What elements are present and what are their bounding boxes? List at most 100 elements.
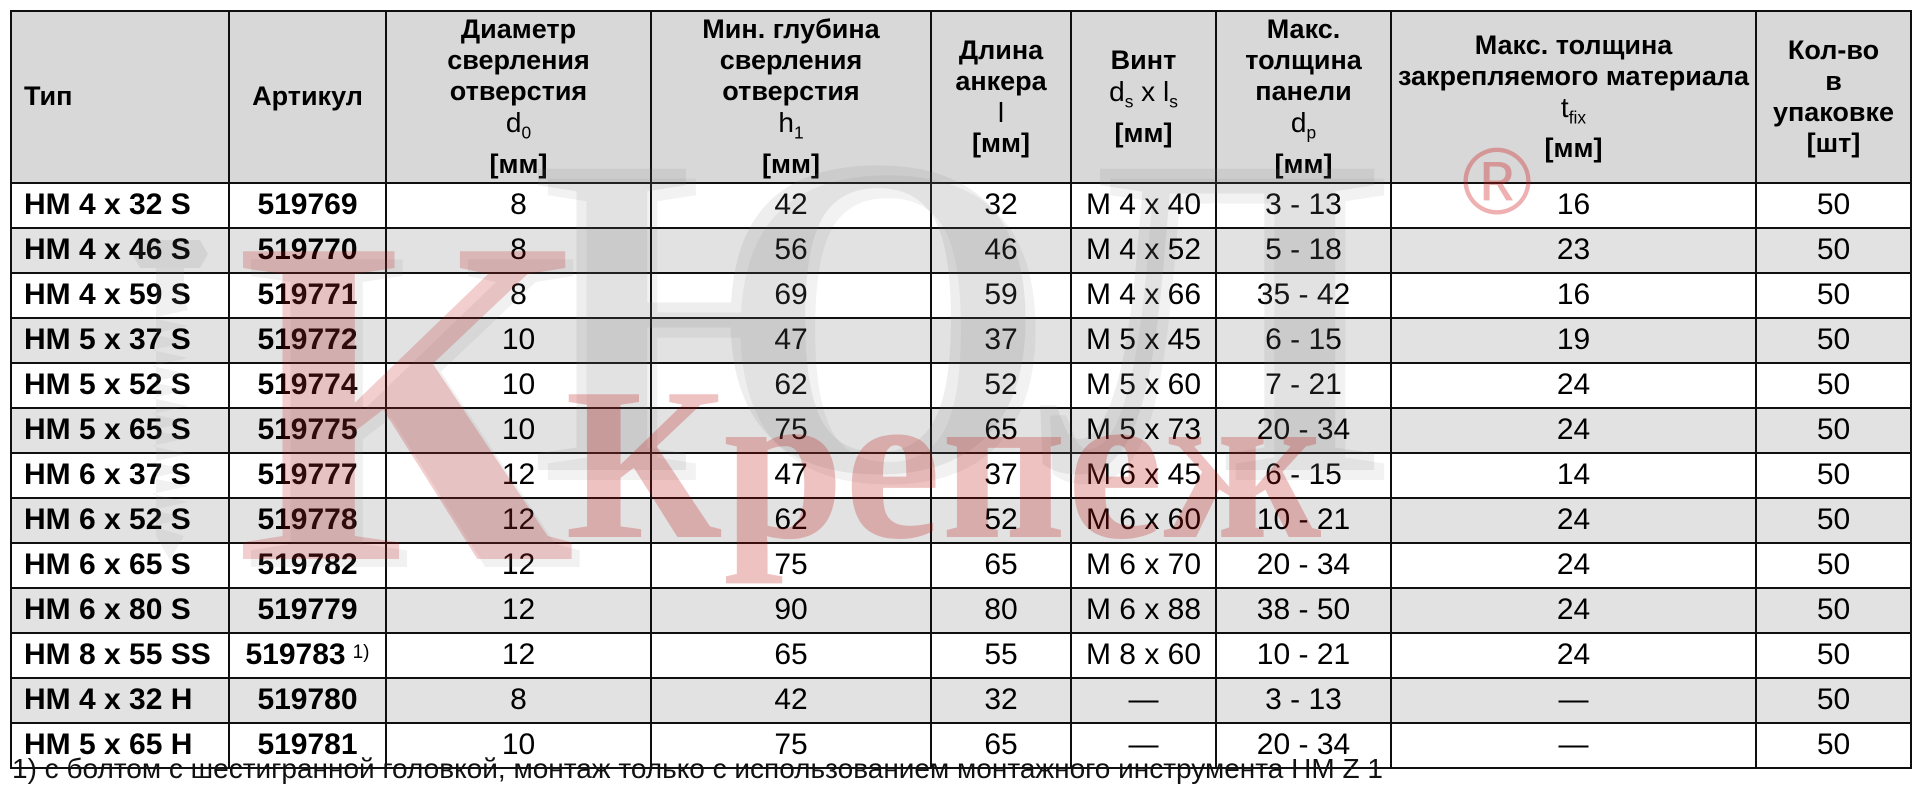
cell-qty: 50 <box>1755 181 1912 229</box>
column-unit: [мм] <box>972 127 1030 158</box>
column-symbol: h1 <box>778 107 804 143</box>
cell-l: 59 <box>930 271 1072 319</box>
cell-type: HM 8 x 55 SS <box>10 631 230 679</box>
cell-type: HM 6 x 52 S <box>10 496 230 544</box>
cell-article: 519770 <box>228 226 387 274</box>
cell-tfix: 24 <box>1390 406 1757 454</box>
cell-h1: 42 <box>650 181 932 229</box>
cell-screw: M 4 x 52 <box>1070 226 1217 274</box>
column-header-label: Макс. толщина <box>1245 14 1362 75</box>
cell-article: 519779 <box>228 586 387 634</box>
column-header-label: Тип <box>24 81 73 112</box>
cell-type: HM 4 x 32 S <box>10 181 230 229</box>
table-row: HM 8 x 55 SS 519783 1) 12 65 55 M 8 x 60 10 - 2… <box>10 631 1912 679</box>
cell-article: 519771 <box>228 271 387 319</box>
cell-screw: M 6 x 45 <box>1070 451 1217 499</box>
cell-type: HM 5 x 65 S <box>10 406 230 454</box>
cell-article: 519778 <box>228 496 387 544</box>
cell-tfix: 24 <box>1390 586 1757 634</box>
cell-d0: 8 <box>385 226 652 274</box>
cell-dp: 20 - 34 <box>1215 406 1392 454</box>
cell-h1: 47 <box>650 451 932 499</box>
column-unit: [мм] <box>1274 148 1333 179</box>
cell-screw: M 8 x 60 <box>1070 631 1217 679</box>
cell-tfix: 16 <box>1390 271 1757 319</box>
cell-screw: M 5 x 45 <box>1070 316 1217 364</box>
footnote: 1) с болтом с шестигранной головкой, мон… <box>12 753 1383 784</box>
column-header-h1: Мин. глубина сверления отверстия h1 [мм] <box>650 10 932 184</box>
column-header-label: Макс. толщина <box>1474 29 1673 60</box>
cell-screw: — <box>1070 721 1217 769</box>
cell-article: 519783 1) <box>228 631 387 679</box>
column-unit: [мм] <box>489 148 548 179</box>
column-header-l: Длина анкера l [мм] <box>930 10 1072 184</box>
cell-d0: 8 <box>385 676 652 724</box>
table-row: HM 5 x 37 S 519772 10 47 37 M 5 x 45 6 - 15 19 5… <box>10 316 1912 364</box>
cell-d0: 12 <box>385 541 652 589</box>
cell-h1: 56 <box>650 226 932 274</box>
cell-type: HM 6 x 65 S <box>10 541 230 589</box>
cell-article: 519777 <box>228 451 387 499</box>
cell-l: 32 <box>930 181 1072 229</box>
column-unit: [мм] <box>762 148 820 179</box>
cell-tfix: 24 <box>1390 631 1757 679</box>
table-row: HM 6 x 37 S 519777 12 47 37 M 6 x 45 6 - 15 14 5… <box>10 451 1912 499</box>
cell-l: 52 <box>930 361 1072 409</box>
cell-dp: 3 - 13 <box>1215 676 1392 724</box>
cell-l: 46 <box>930 226 1072 274</box>
column-header-label: Длина <box>958 34 1044 65</box>
column-symbol: ds x ls <box>1109 76 1178 112</box>
cell-dp: 6 - 15 <box>1215 451 1392 499</box>
cell-screw: M 4 x 40 <box>1070 181 1217 229</box>
cell-tfix: 24 <box>1390 361 1757 409</box>
column-header-label: панели <box>1255 76 1352 106</box>
product-table-wrap: Тип Артикул Диаметр сверления отверстия d0 [м… <box>10 10 1912 769</box>
column-header-label: отверстия <box>722 76 860 106</box>
column-header-label: закрепляемого материала <box>1397 60 1750 91</box>
cell-dp: 6 - 15 <box>1215 316 1392 364</box>
cell-screw: M 6 x 60 <box>1070 496 1217 544</box>
cell-type: HM 4 x 46 S <box>10 226 230 274</box>
cell-l: 65 <box>930 406 1072 454</box>
cell-l: 52 <box>930 496 1072 544</box>
cell-dp: 35 - 42 <box>1215 271 1392 319</box>
cell-article: 519774 <box>228 361 387 409</box>
column-header-label: в упаковке <box>1772 65 1895 127</box>
column-symbol: l <box>997 96 1005 128</box>
cell-article: 519769 <box>228 181 387 229</box>
cell-dp: 7 - 21 <box>1215 361 1392 409</box>
cell-screw: M 6 x 70 <box>1070 541 1217 589</box>
cell-h1: 47 <box>650 316 932 364</box>
cell-screw: M 6 x 88 <box>1070 586 1217 634</box>
cell-l: 32 <box>930 676 1072 724</box>
table-row: HM 4 x 59 S 519771 8 69 59 M 4 x 66 35 - 42 16 5… <box>10 271 1912 319</box>
cell-qty: 50 <box>1755 721 1912 769</box>
cell-type: HM 6 x 37 S <box>10 451 230 499</box>
footnote-marker: 1) <box>352 642 370 664</box>
header-row: Тип Артикул Диаметр сверления отверстия d0 [м… <box>10 10 1912 184</box>
cell-tfix: 19 <box>1390 316 1757 364</box>
cell-qty: 50 <box>1755 316 1912 364</box>
cell-qty: 50 <box>1755 631 1912 679</box>
cell-qty: 50 <box>1755 541 1912 589</box>
cell-qty: 50 <box>1755 361 1912 409</box>
table-row: HM 4 x 32 H 519780 8 42 32—3 - 13—50 <box>10 676 1912 724</box>
cell-qty: 50 <box>1755 271 1912 319</box>
cell-h1: 75 <box>650 721 932 769</box>
column-header-article: Артикул <box>228 10 387 184</box>
cell-l: 65 <box>930 721 1072 769</box>
cell-type: HM 6 x 80 S <box>10 586 230 634</box>
column-header-label: отверстия <box>449 76 588 106</box>
table-row: HM 6 x 65 S 519782 12 75 65 M 6 x 70 20 - 34 24… <box>10 541 1912 589</box>
cell-d0: 12 <box>385 451 652 499</box>
column-header-label: Кол-во <box>1787 34 1880 65</box>
cell-qty: 50 <box>1755 226 1912 274</box>
cell-dp: 5 - 18 <box>1215 226 1392 274</box>
cell-dp: 20 - 34 <box>1215 721 1392 769</box>
cell-tfix: — <box>1390 676 1757 724</box>
column-symbol: tfix <box>1560 91 1587 128</box>
cell-h1: 75 <box>650 406 932 454</box>
cell-l: 65 <box>930 541 1072 589</box>
cell-dp: 10 - 21 <box>1215 631 1392 679</box>
cell-tfix: 23 <box>1390 226 1757 274</box>
